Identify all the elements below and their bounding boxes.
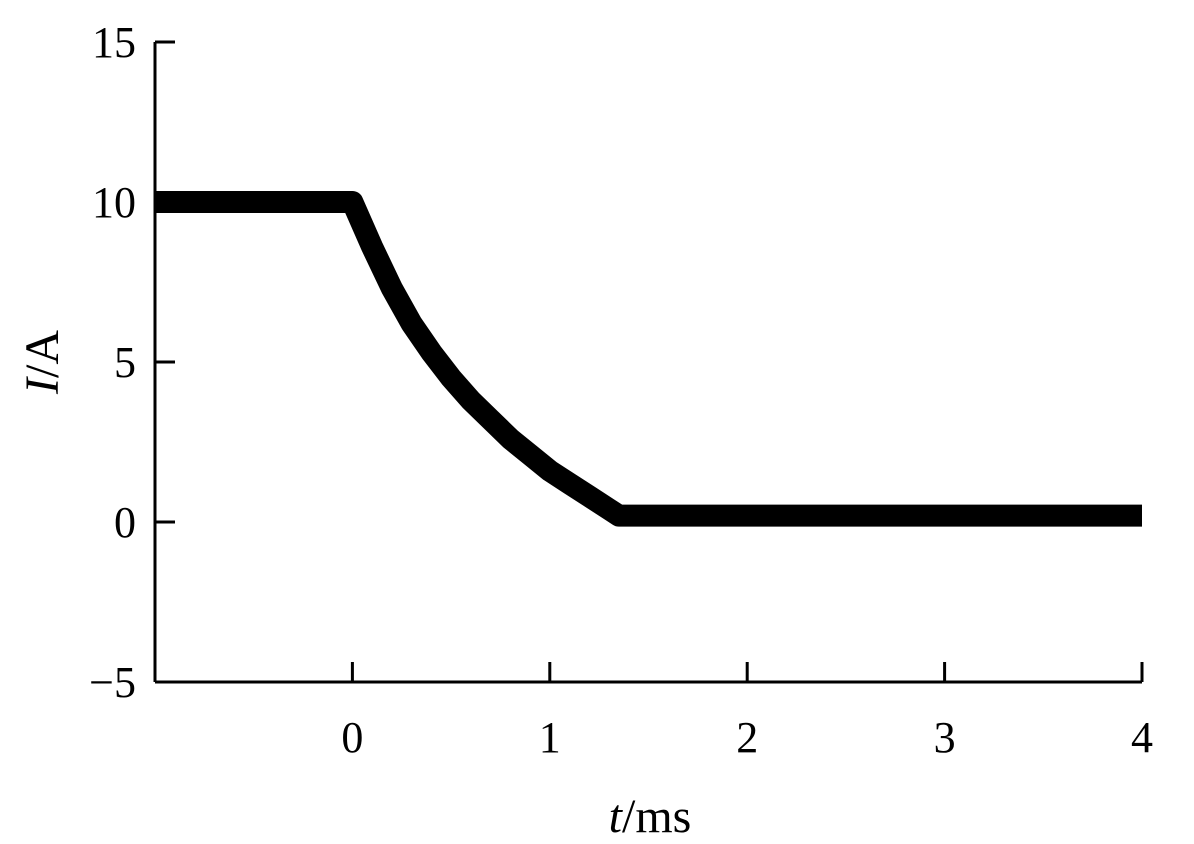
x-tick-label: 2 (736, 713, 758, 762)
y-tick-label: 10 (92, 178, 136, 227)
x-axis-title: t/ms (609, 790, 692, 843)
x-axis-unit: ms (635, 790, 691, 843)
y-tick-label: 15 (92, 18, 136, 67)
y-tick-label: −5 (89, 658, 136, 707)
x-axis-symbol: t (609, 790, 624, 843)
axes (153, 42, 1142, 684)
y-tick-label: 5 (114, 338, 136, 387)
y-axis-symbol: I (16, 376, 69, 395)
y-axis-title: I/A (16, 330, 69, 395)
y-ticks: −5 0 5 10 15 (89, 18, 175, 707)
x-ticks: 0 1 2 3 4 (341, 662, 1153, 762)
current-trace (155, 191, 1142, 527)
x-tick-label: 0 (341, 713, 363, 762)
y-axis-unit: A (16, 330, 69, 365)
x-tick-label: 3 (934, 713, 956, 762)
y-tick-label: 0 (114, 498, 136, 547)
plot-area (155, 191, 1142, 527)
x-tick-label: 1 (539, 713, 561, 762)
x-tick-label: 4 (1131, 713, 1153, 762)
